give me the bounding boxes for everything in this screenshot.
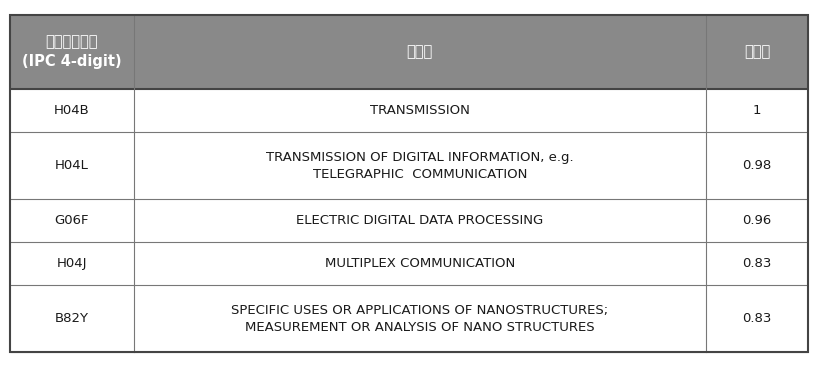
- Text: B82Y: B82Y: [55, 312, 88, 326]
- Text: SPECIFIC USES OR APPLICATIONS OF NANOSTRUCTURES;
MEASUREMENT OR ANALYSIS OF NANO: SPECIFIC USES OR APPLICATIONS OF NANOSTR…: [231, 304, 609, 334]
- Text: 0.83: 0.83: [743, 257, 771, 270]
- Text: 핵심요소기술
(IPC 4-digit): 핵심요소기술 (IPC 4-digit): [22, 34, 122, 69]
- Text: G06F: G06F: [55, 214, 89, 227]
- Bar: [10, 286, 808, 352]
- Bar: [10, 89, 808, 132]
- Text: TRANSMISSION OF DIGITAL INFORMATION, e.g.
TELEGRAPHIC  COMMUNICATION: TRANSMISSION OF DIGITAL INFORMATION, e.g…: [266, 150, 573, 181]
- Text: TRANSMISSION: TRANSMISSION: [370, 104, 470, 117]
- Text: 중심성: 중심성: [744, 44, 771, 59]
- Text: 기술명: 기술명: [407, 44, 433, 59]
- Text: 0.83: 0.83: [743, 312, 771, 326]
- Bar: [10, 15, 808, 89]
- Text: 1: 1: [753, 104, 762, 117]
- Text: H04J: H04J: [56, 257, 87, 270]
- Bar: [10, 242, 808, 286]
- Text: H04L: H04L: [55, 159, 88, 172]
- Bar: [10, 132, 808, 199]
- Text: ELECTRIC DIGITAL DATA PROCESSING: ELECTRIC DIGITAL DATA PROCESSING: [296, 214, 543, 227]
- Text: 0.98: 0.98: [743, 159, 771, 172]
- Bar: [10, 199, 808, 242]
- Text: 0.96: 0.96: [743, 214, 771, 227]
- Text: H04B: H04B: [54, 104, 89, 117]
- Text: MULTIPLEX COMMUNICATION: MULTIPLEX COMMUNICATION: [325, 257, 515, 270]
